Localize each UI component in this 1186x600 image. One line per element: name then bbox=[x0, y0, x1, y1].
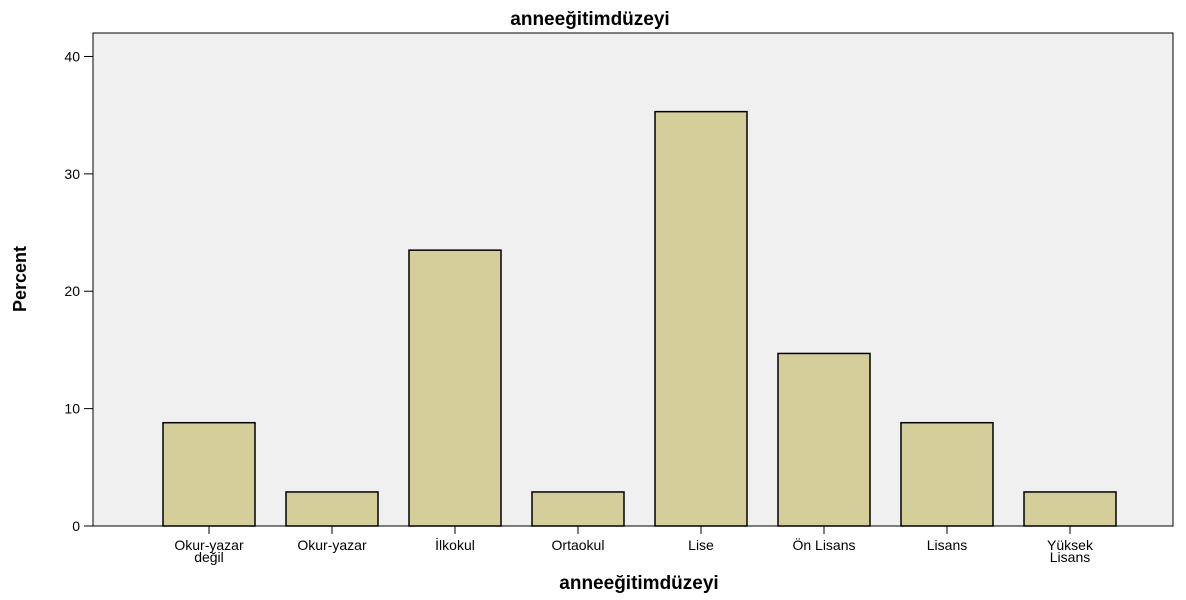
x-axis-label: anneeğitimdüzeyi bbox=[559, 573, 718, 594]
x-tick-label-1: Okur-yazar bbox=[297, 537, 367, 553]
x-tick-label-line: Yüksek bbox=[1047, 537, 1094, 553]
bar-1 bbox=[285, 491, 379, 527]
y-tick-label-30: 30 bbox=[64, 166, 80, 182]
x-tick-label-5: Ön Lisans bbox=[792, 536, 855, 553]
bar-3 bbox=[531, 491, 625, 527]
x-tick-label-line: Ortaokul bbox=[552, 537, 605, 553]
y-tick-label-10: 10 bbox=[64, 401, 80, 417]
bar-4 bbox=[654, 110, 748, 527]
y-axis-label: Percent bbox=[10, 246, 30, 312]
x-tick-label-line: değil bbox=[194, 549, 224, 565]
x-tick-label-line: Okur-yazar bbox=[297, 537, 367, 553]
x-tick-label-line: İlkokul bbox=[435, 536, 475, 553]
y-tick-label-0: 0 bbox=[72, 518, 80, 534]
bar-2 bbox=[408, 249, 502, 527]
bar-5 bbox=[777, 352, 871, 527]
bars-group bbox=[162, 110, 1117, 527]
chart-title: anneeğitimdüzeyi bbox=[510, 9, 669, 30]
bar-6 bbox=[900, 421, 994, 527]
y-tick-label-40: 40 bbox=[64, 48, 80, 64]
x-tick-label-7: Yüksek Lisans bbox=[1047, 537, 1094, 565]
y-axis: 0 10 20 30 40 bbox=[64, 48, 93, 534]
x-tick-label-4: Lise bbox=[688, 537, 714, 553]
x-tick-label-6: Lisans bbox=[927, 537, 967, 553]
bar-7 bbox=[1023, 491, 1117, 527]
x-tick-label-3: Ortaokul bbox=[552, 537, 605, 553]
x-tick-label-line: Ön Lisans bbox=[792, 536, 855, 553]
x-tick-label-line: Okur-yazar bbox=[174, 537, 244, 553]
x-tick-label-line: Lisans bbox=[927, 537, 967, 553]
x-tick-label-2: İlkokul bbox=[435, 536, 475, 553]
bar-0 bbox=[162, 421, 256, 527]
x-tick-label-line: Lisans bbox=[1050, 549, 1090, 565]
x-tick-label-0: Okur-yazar değil bbox=[174, 537, 244, 565]
y-tick-label-20: 20 bbox=[64, 283, 80, 299]
x-tick-label-line: Lise bbox=[688, 537, 714, 553]
